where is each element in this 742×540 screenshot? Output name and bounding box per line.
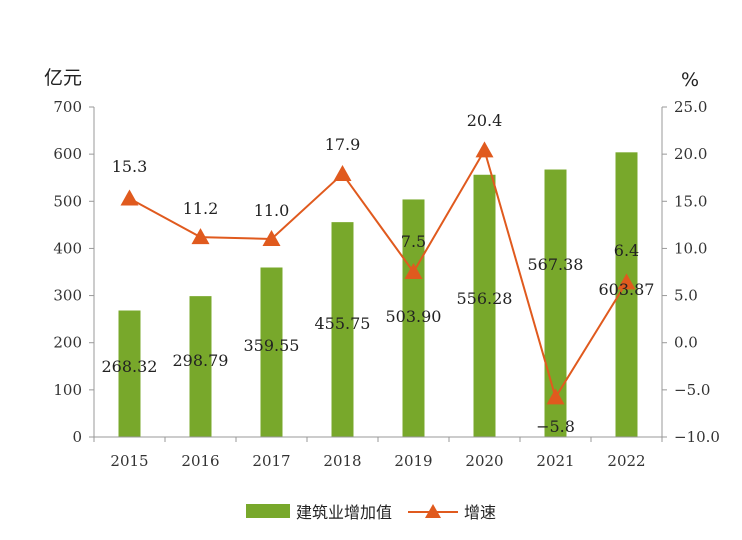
bar-2019 <box>402 199 425 437</box>
bar-value-label-2018: 455.75 <box>315 314 371 333</box>
growth-value-label-2021: −5.8 <box>536 417 575 436</box>
x-tick-label: 2020 <box>465 452 503 470</box>
legend-bar-swatch <box>245 504 290 518</box>
right-tick-label: 15.0 <box>674 192 707 210</box>
left-tick-label: 300 <box>53 287 82 305</box>
left-tick-label: 600 <box>53 145 82 163</box>
growth-marker-2022 <box>617 273 636 290</box>
bar-value-label-2021: 567.38 <box>528 255 584 274</box>
growth-line <box>129 147 628 400</box>
right-axis-unit: % <box>681 69 699 91</box>
growth-value-label-2022: 6.4 <box>614 241 639 260</box>
left-tick-label: 200 <box>53 334 82 352</box>
bar-2015 <box>118 310 141 437</box>
left-tick-label: 400 <box>53 239 82 257</box>
bar-2021 <box>544 169 567 437</box>
axes-layer: 0 100 200 300 400 500 600 700 −10.0 −5.0 0.0 5.0 10.… <box>53 98 720 470</box>
legend-line-swatch <box>408 504 458 518</box>
labels-layer: 268.32 298.79 359.55 455.75 503.90 556.28 567.… <box>102 111 655 436</box>
line-layer <box>120 141 636 405</box>
bar-2016 <box>189 296 212 437</box>
growth-value-label-2020: 20.4 <box>467 111 503 130</box>
legend-item-line: 增速 <box>408 499 496 523</box>
right-tick-label: 20.0 <box>674 145 707 163</box>
bar-value-label-2020: 556.28 <box>457 289 513 308</box>
growth-value-label-2019: 7.5 <box>401 232 426 251</box>
bar-2018 <box>331 222 354 437</box>
x-tick-label: 2021 <box>536 452 574 470</box>
right-tick-label: −5.0 <box>674 381 710 399</box>
bar-2022 <box>615 152 638 438</box>
growth-marker-2020 <box>475 141 494 158</box>
x-tick-label: 2018 <box>323 452 361 470</box>
left-axis-unit: 亿元 <box>44 67 82 89</box>
growth-marker-2017 <box>262 230 281 246</box>
left-tick-label: 700 <box>53 98 82 116</box>
right-tick-label: 10.0 <box>674 239 707 257</box>
growth-value-label-2017: 11.0 <box>254 201 290 220</box>
growth-marker-2016 <box>191 228 210 245</box>
growth-value-label-2015: 15.3 <box>112 157 148 176</box>
growth-marker-2015 <box>120 189 139 206</box>
x-tick-label: 2016 <box>181 452 219 470</box>
right-tick-label: −10.0 <box>674 428 720 446</box>
right-tick-label: 0.0 <box>674 334 698 352</box>
legend-item-bar: 建筑业增加值 <box>245 499 392 523</box>
growth-value-label-2016: 11.2 <box>183 199 219 218</box>
growth-marker-2021 <box>546 388 565 405</box>
bar-value-label-2017: 359.55 <box>244 336 300 355</box>
bar-value-label-2015: 268.32 <box>102 357 158 376</box>
bars-layer <box>118 152 638 438</box>
right-tick-label: 5.0 <box>674 287 698 305</box>
legend-bar-label: 建筑业增加值 <box>295 503 392 522</box>
bar-value-label-2019: 503.90 <box>386 307 442 326</box>
x-tick-label: 2017 <box>252 452 290 470</box>
left-tick-label: 0 <box>72 428 82 446</box>
x-tick-label: 2019 <box>394 452 432 470</box>
bar-2020 <box>473 174 496 437</box>
bar-value-label-2016: 298.79 <box>173 351 229 370</box>
legend: 建筑业增加值 增速 <box>0 498 742 524</box>
growth-marker-2019 <box>404 263 423 279</box>
bar-value-label-2022: 603.87 <box>599 280 655 299</box>
growth-marker-2018 <box>333 164 352 181</box>
legend-line-label: 增速 <box>464 503 497 522</box>
left-tick-label: 100 <box>53 381 82 399</box>
right-tick-label: 25.0 <box>674 98 707 116</box>
bar-2017 <box>260 267 283 437</box>
x-tick-label: 2022 <box>607 452 645 470</box>
growth-value-label-2018: 17.9 <box>325 135 361 154</box>
left-tick-label: 500 <box>53 192 82 210</box>
x-tick-label: 2015 <box>110 452 148 470</box>
